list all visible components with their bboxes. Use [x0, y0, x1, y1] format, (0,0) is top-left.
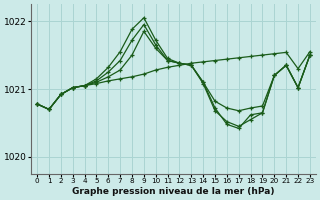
X-axis label: Graphe pression niveau de la mer (hPa): Graphe pression niveau de la mer (hPa): [72, 187, 275, 196]
